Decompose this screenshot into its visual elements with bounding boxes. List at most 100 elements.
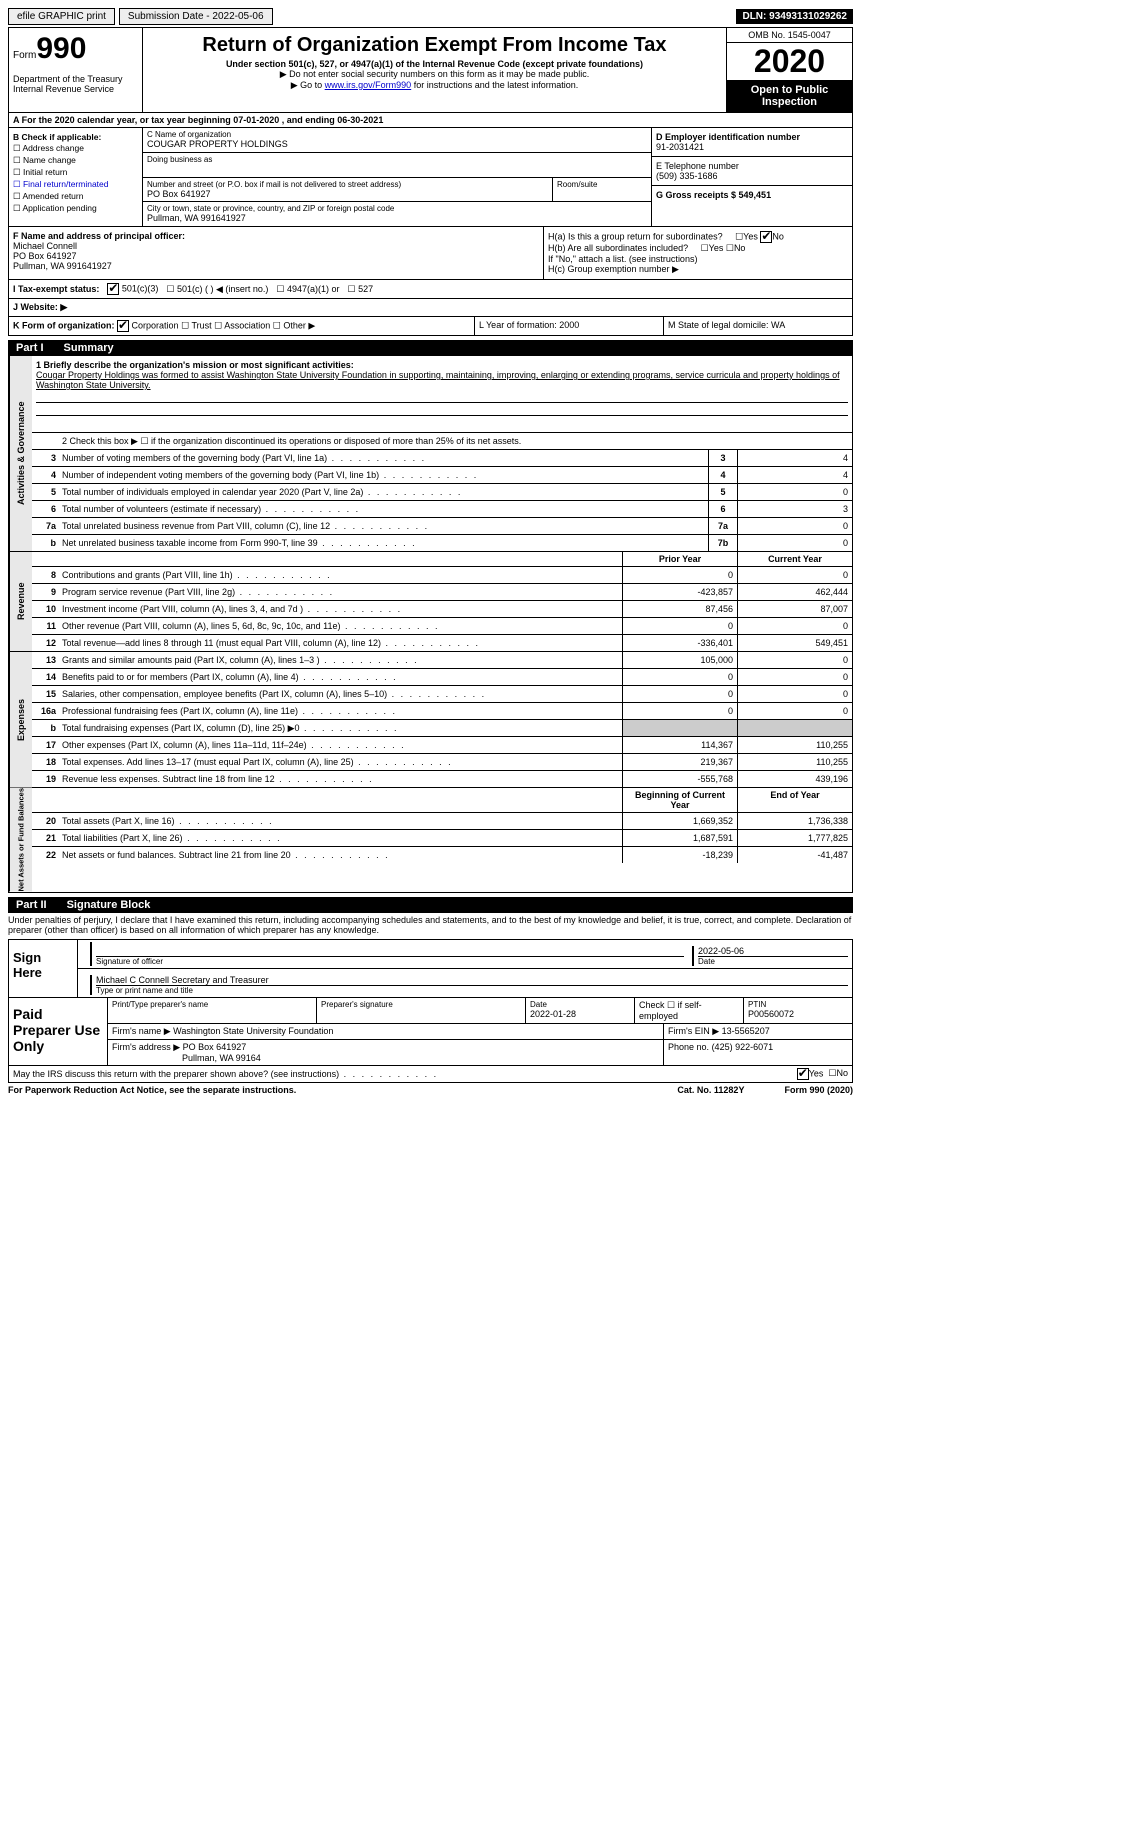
line-12: 12 Total revenue—add lines 8 through 11 … bbox=[32, 635, 852, 651]
chk-final[interactable]: ☐ Final return/terminated bbox=[13, 179, 138, 190]
i-501c[interactable]: ☐ 501(c) ( ) ◀ (insert no.) bbox=[166, 284, 268, 295]
klm-row: K Form of organization: Corporation ☐ Tr… bbox=[8, 317, 853, 336]
discuss-row: May the IRS discuss this return with the… bbox=[8, 1066, 853, 1083]
firm-phone-label: Phone no. bbox=[668, 1042, 709, 1052]
line-box: 7b bbox=[708, 535, 737, 551]
ha-yes: Yes bbox=[743, 231, 758, 241]
firm-city: Pullman, WA 99164 bbox=[182, 1053, 261, 1063]
line-label: Salaries, other compensation, employee b… bbox=[62, 688, 622, 700]
form-subtitle: Under section 501(c), 527, or 4947(a)(1)… bbox=[147, 59, 722, 69]
blank-line1 bbox=[36, 390, 848, 403]
addr-value: PO Box 641927 bbox=[147, 189, 548, 199]
line-prior: 114,367 bbox=[622, 737, 737, 753]
section-i: I Tax-exempt status: 501(c)(3) ☐ 501(c) … bbox=[8, 280, 853, 299]
chk-amended[interactable]: ☐ Amended return bbox=[13, 191, 138, 202]
line-num: 6 bbox=[32, 504, 62, 514]
line-prior: 87,456 bbox=[622, 601, 737, 617]
part1-header: Part I Summary bbox=[8, 340, 853, 356]
name-label: C Name of organization bbox=[147, 130, 647, 139]
chk-501c3[interactable] bbox=[107, 283, 119, 295]
org-name-row: C Name of organization COUGAR PROPERTY H… bbox=[143, 128, 651, 153]
line-cur: -41,487 bbox=[737, 847, 852, 863]
i-4947[interactable]: ☐ 4947(a)(1) or bbox=[276, 284, 339, 295]
blank-line3 bbox=[36, 416, 848, 428]
chk-corp[interactable] bbox=[117, 320, 129, 332]
section-d: D Employer identification number 91-2031… bbox=[652, 128, 852, 157]
footer: For Paperwork Reduction Act Notice, see … bbox=[8, 1083, 853, 1097]
org-name: COUGAR PROPERTY HOLDINGS bbox=[147, 139, 647, 149]
prep-row2: Firm's name ▶ Washington State Universit… bbox=[108, 1024, 852, 1040]
i-527[interactable]: ☐ 527 bbox=[348, 284, 374, 295]
discuss-yes[interactable]: Yes bbox=[797, 1068, 824, 1080]
efile-button[interactable]: efile GRAPHIC print bbox=[8, 8, 115, 25]
blank-line2 bbox=[36, 403, 848, 416]
opt-name: Name change bbox=[23, 155, 76, 165]
h-b-note: If "No," attach a list. (see instruction… bbox=[548, 254, 848, 264]
chk-discuss-yes[interactable] bbox=[797, 1068, 809, 1080]
section-m: M State of legal domicile: WA bbox=[664, 317, 852, 335]
hb-no: No bbox=[734, 243, 746, 253]
penalties-text: Under penalties of perjury, I declare th… bbox=[8, 913, 853, 937]
submission-button[interactable]: Submission Date - 2022-05-06 bbox=[119, 8, 273, 25]
f-h-row: F Name and address of principal officer:… bbox=[8, 227, 853, 280]
opt-initial: Initial return bbox=[23, 167, 67, 177]
line-prior bbox=[622, 720, 737, 736]
line-cur: 0 bbox=[737, 703, 852, 719]
city-row: City or town, state or province, country… bbox=[143, 202, 651, 226]
line-label: Total assets (Part X, line 16) bbox=[62, 815, 622, 827]
chk-name[interactable]: ☐ Name change bbox=[13, 155, 138, 166]
sign-section: Sign Here Signature of officer 2022-05-0… bbox=[8, 939, 853, 998]
room-label: Room/suite bbox=[557, 180, 647, 189]
chk-address[interactable]: ☐ Address change bbox=[13, 143, 138, 154]
line-8: 8 Contributions and grants (Part VIII, l… bbox=[32, 567, 852, 584]
rev-spacer bbox=[32, 552, 622, 566]
line-num: 17 bbox=[32, 740, 62, 750]
line-label: Other expenses (Part IX, column (A), lin… bbox=[62, 739, 622, 751]
i-501c3[interactable]: 501(c)(3) bbox=[107, 283, 158, 295]
line-10: 10 Investment income (Part VIII, column … bbox=[32, 601, 852, 618]
header-right: OMB No. 1545-0047 2020 Open to Public In… bbox=[726, 28, 852, 112]
sig-date-label: Date bbox=[698, 956, 848, 966]
form-number: Form990 bbox=[13, 32, 138, 66]
section-h: H(a) Is this a group return for subordin… bbox=[544, 227, 852, 279]
discuss-label: May the IRS discuss this return with the… bbox=[13, 1069, 438, 1079]
section-c: C Name of organization COUGAR PROPERTY H… bbox=[143, 128, 651, 226]
prep-check-cell: Check ☐ if self-employed bbox=[635, 998, 744, 1023]
governance-section: Activities & Governance 1 Briefly descri… bbox=[8, 356, 853, 552]
line-cur bbox=[737, 720, 852, 736]
chk-initial[interactable]: ☐ Initial return bbox=[13, 167, 138, 178]
e-label: E Telephone number bbox=[656, 161, 848, 171]
dba-label: Doing business as bbox=[147, 155, 647, 164]
main-grid: B Check if applicable: ☐ Address change … bbox=[8, 128, 853, 227]
o1-label: 501(c)(3) bbox=[122, 283, 159, 293]
mission-block: 1 Briefly describe the organization's mi… bbox=[32, 356, 852, 433]
firm-addr: PO Box 641927 bbox=[183, 1042, 247, 1052]
header-left: Form990 Department of the Treasury Inter… bbox=[9, 28, 143, 112]
line-label: Net assets or fund balances. Subtract li… bbox=[62, 849, 622, 861]
h-b: H(b) Are all subordinates included? ☐Yes… bbox=[548, 243, 848, 254]
line-val: 0 bbox=[737, 518, 852, 534]
line-cur: 0 bbox=[737, 567, 852, 583]
discuss-no[interactable]: ☐No bbox=[828, 1068, 848, 1079]
part1-num: Part I bbox=[16, 342, 44, 354]
line-box: 7a bbox=[708, 518, 737, 534]
line-num: 15 bbox=[32, 689, 62, 699]
chk-pending[interactable]: ☐ Application pending bbox=[13, 203, 138, 214]
irs-link[interactable]: www.irs.gov/Form990 bbox=[325, 80, 412, 90]
sig-name-label: Type or print name and title bbox=[96, 985, 848, 995]
line-prior: 1,687,591 bbox=[622, 830, 737, 846]
b-label: B Check if applicable: bbox=[13, 132, 138, 142]
ha-no-chk[interactable] bbox=[760, 231, 772, 243]
line-cur: 110,255 bbox=[737, 754, 852, 770]
section-g: G Gross receipts $ 549,451 bbox=[652, 186, 852, 204]
h-a: H(a) Is this a group return for subordin… bbox=[548, 231, 848, 243]
hb-label: H(b) Are all subordinates included? bbox=[548, 243, 688, 253]
f-label: F Name and address of principal officer: bbox=[13, 231, 539, 241]
line-label: Grants and similar amounts paid (Part IX… bbox=[62, 654, 622, 666]
line-prior: 0 bbox=[622, 703, 737, 719]
firm-phone: (425) 922-6071 bbox=[712, 1042, 774, 1052]
opt-final: Final return/terminated bbox=[23, 179, 109, 189]
vert-governance: Activities & Governance bbox=[9, 356, 32, 551]
k-corp: Corporation bbox=[132, 320, 179, 330]
line-label: Total liabilities (Part X, line 26) bbox=[62, 832, 622, 844]
